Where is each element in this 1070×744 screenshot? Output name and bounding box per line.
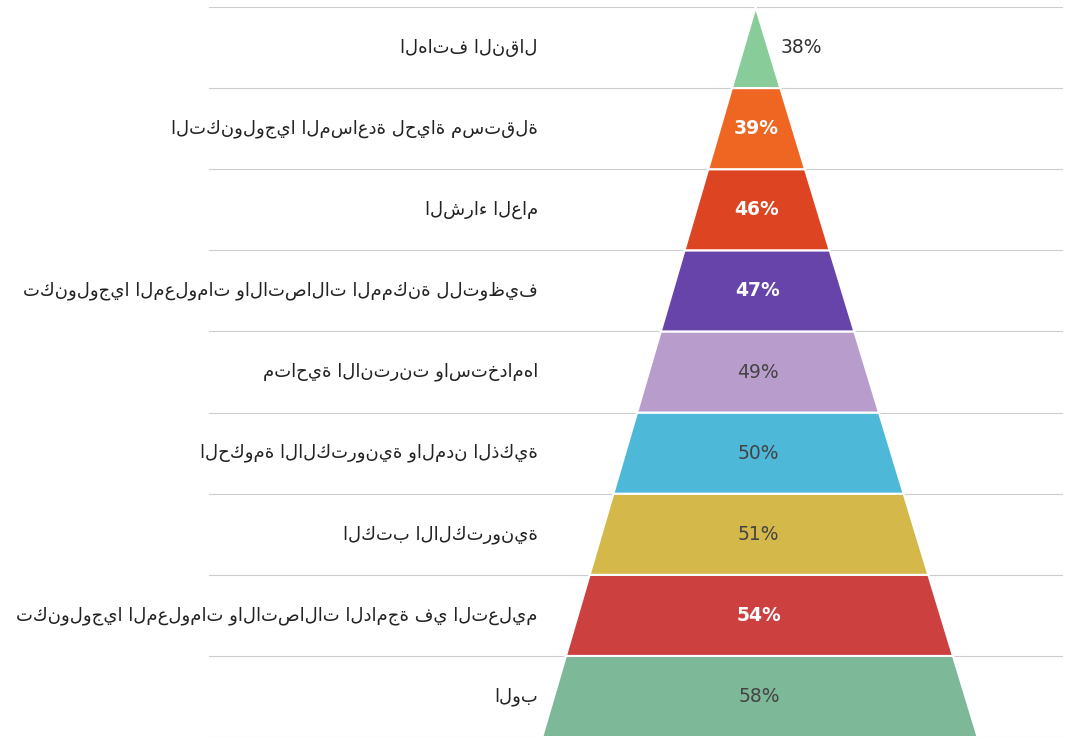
Text: 51%: 51% bbox=[738, 525, 779, 544]
Polygon shape bbox=[661, 250, 854, 331]
Polygon shape bbox=[685, 169, 829, 250]
Polygon shape bbox=[613, 413, 904, 494]
Text: الحكومة الالكترونية والمدن الذكية: الحكومة الالكترونية والمدن الذكية bbox=[200, 444, 538, 463]
Text: 47%: 47% bbox=[735, 281, 780, 301]
Text: الشراء العام: الشراء العام bbox=[425, 201, 538, 219]
Text: الهاتف النقال: الهاتف النقال bbox=[400, 39, 538, 57]
Text: التكنولوجيا المساعدة لحياة مستقلة: التكنولوجيا المساعدة لحياة مستقلة bbox=[171, 119, 538, 138]
Text: 38%: 38% bbox=[781, 38, 823, 57]
Polygon shape bbox=[708, 88, 805, 169]
Polygon shape bbox=[566, 575, 953, 656]
Text: 58%: 58% bbox=[739, 687, 780, 706]
Text: الوب: الوب bbox=[494, 687, 538, 706]
Text: متاحية الانترنت واستخدامها: متاحية الانترنت واستخدامها bbox=[262, 363, 538, 381]
Text: تكنولوجيا المعلومات والاتصالات الدامجة في التعليم: تكنولوجيا المعلومات والاتصالات الدامجة ف… bbox=[16, 606, 538, 625]
Polygon shape bbox=[590, 494, 929, 575]
Polygon shape bbox=[637, 331, 878, 413]
Text: 50%: 50% bbox=[737, 443, 779, 463]
Text: 46%: 46% bbox=[734, 200, 779, 219]
Text: الكتب الالكترونية: الكتب الالكترونية bbox=[343, 525, 538, 544]
Polygon shape bbox=[732, 7, 780, 88]
Text: 54%: 54% bbox=[737, 606, 781, 625]
Text: 49%: 49% bbox=[737, 362, 779, 382]
Text: 39%: 39% bbox=[734, 119, 779, 138]
Polygon shape bbox=[542, 656, 978, 737]
Text: تكنولوجيا المعلومات والاتصالات الممكنة للتوظيف: تكنولوجيا المعلومات والاتصالات الممكنة ل… bbox=[24, 281, 538, 300]
